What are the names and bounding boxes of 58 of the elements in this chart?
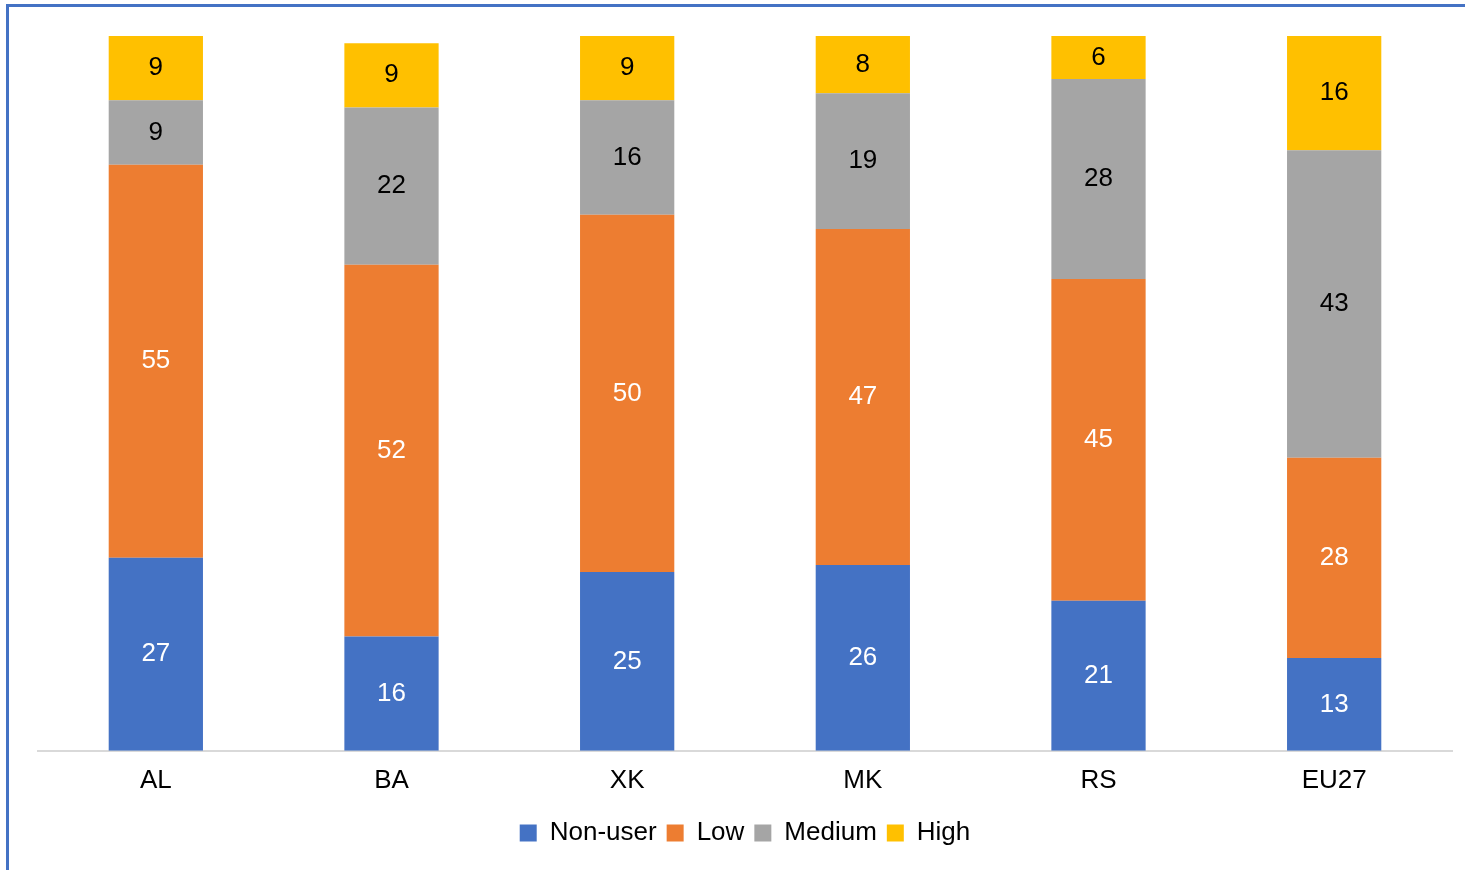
bar: [344, 107, 439, 265]
data-label: 26: [848, 641, 878, 672]
bar: [580, 214, 675, 573]
data-label: 9: [148, 115, 164, 146]
x-tick-label: XK: [609, 763, 646, 794]
data-label: 47: [848, 380, 878, 411]
bar: [1051, 78, 1146, 280]
data-label: 9: [619, 51, 635, 82]
legend-label: High: [916, 816, 971, 847]
bar: [815, 564, 910, 751]
legend-label: Non-user: [549, 816, 657, 847]
data-label: 9: [148, 51, 164, 82]
data-label: 43: [1319, 287, 1349, 318]
bar: [580, 100, 675, 215]
data-label: 13: [1319, 687, 1349, 718]
bar: [108, 557, 203, 751]
bar: [1287, 150, 1382, 458]
data-label: 6: [1091, 40, 1106, 71]
bar: [108, 164, 203, 558]
x-tick-label: BA: [374, 763, 410, 794]
bar: [815, 93, 910, 229]
bar: [344, 636, 439, 751]
data-label: 8: [855, 47, 871, 78]
data-label: 19: [848, 144, 878, 175]
data-label: 22: [377, 169, 406, 200]
data-label: 50: [612, 376, 642, 407]
bar: [1287, 457, 1382, 658]
bar: [108, 100, 203, 165]
x-tick-label: EU27: [1301, 763, 1367, 794]
bar: [580, 36, 675, 101]
bar: [580, 572, 675, 751]
legend-label: Medium: [784, 816, 877, 847]
bar: [815, 229, 910, 565]
x-tick-label: RS: [1080, 763, 1117, 794]
bar: [1051, 279, 1146, 601]
bar: [1051, 36, 1146, 79]
bar: [344, 264, 439, 637]
data-label: 28: [1084, 162, 1113, 193]
data-label: 16: [612, 140, 642, 171]
data-label: 16: [377, 676, 406, 707]
x-tick-label: MK: [843, 763, 883, 794]
data-label: 16: [1319, 76, 1349, 107]
data-label: 9: [384, 58, 399, 89]
bar: [1287, 36, 1382, 151]
x-tick-label: AL: [139, 763, 172, 794]
bar: [1287, 657, 1382, 751]
data-label: 27: [141, 637, 171, 668]
data-label: 55: [141, 344, 171, 375]
data-label: 52: [377, 433, 406, 464]
bar: [344, 43, 439, 108]
data-label: 28: [1319, 540, 1349, 571]
data-label: 25: [612, 644, 642, 675]
bar: [1051, 600, 1146, 751]
bar: [108, 36, 203, 101]
data-label: 21: [1084, 658, 1113, 689]
bar: [815, 36, 910, 94]
legend-label: Low: [696, 816, 745, 847]
data-label: 45: [1084, 423, 1113, 454]
